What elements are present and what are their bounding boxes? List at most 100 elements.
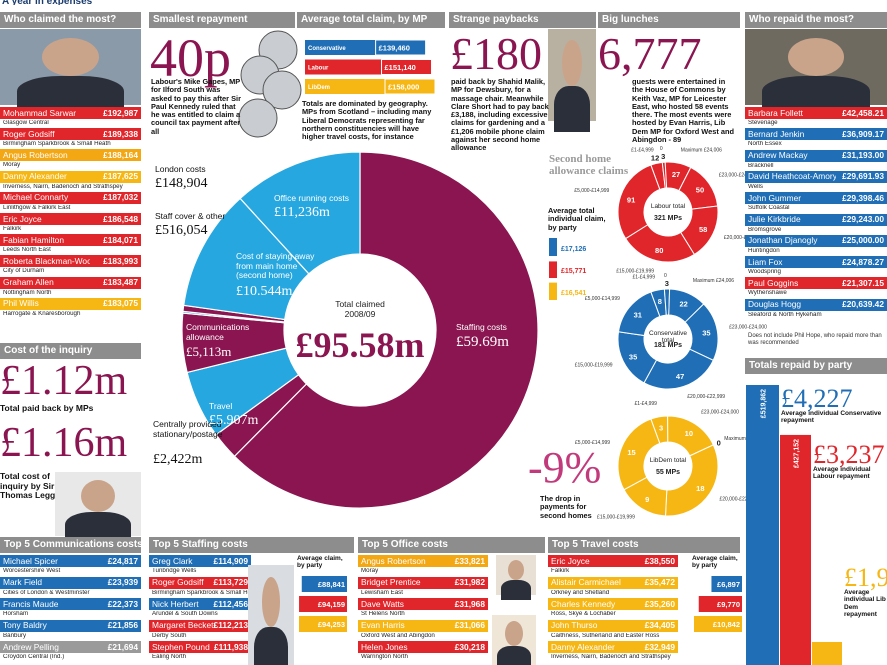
- donut-total: 181 MPs: [653, 342, 683, 349]
- pie-title: Total claimed 2008/09: [335, 299, 385, 319]
- row-name: Eric Joyce: [551, 556, 590, 566]
- bar-value: £519,862: [761, 389, 768, 418]
- slice-count: 10: [685, 429, 693, 438]
- donut-slice: [664, 444, 719, 517]
- body-text: paid back by Shahid Malik, MP for Dewsbu…: [451, 77, 549, 153]
- slice-category: £20,000-£22,999: [687, 394, 725, 400]
- row-name: Michael Spicer: [3, 556, 58, 566]
- photo-head: [787, 38, 845, 77]
- photo-head: [80, 479, 116, 512]
- slice-value: £2,422m: [153, 452, 203, 467]
- slice-count: 18: [696, 484, 704, 493]
- row-bar: [745, 107, 887, 119]
- slice-name: Staff cover & other: [155, 211, 226, 221]
- slice-count: 22: [680, 299, 688, 308]
- photo-body: [253, 627, 289, 665]
- section-header: Who repaid the most?: [745, 12, 887, 28]
- row-name: Dave Watts: [361, 599, 404, 609]
- row-bar: [0, 598, 141, 610]
- row-bar: [0, 276, 141, 289]
- row-name: Bridget Prentice: [361, 578, 421, 587]
- photo-head: [505, 621, 523, 646]
- bar: [694, 616, 742, 632]
- row-amount: £35,260: [644, 599, 675, 609]
- row-bar: [745, 298, 887, 311]
- slice-count: 35: [702, 328, 710, 337]
- row-seat: Bromsgrove: [748, 226, 782, 233]
- row-amount: £30,218: [454, 642, 485, 652]
- row-bar: [149, 576, 251, 589]
- figure: 40p: [150, 28, 231, 88]
- slice-value: £516,054: [155, 223, 208, 238]
- row-seat: Worcestershire West: [3, 568, 61, 574]
- average-text: Average individual Labour repayment: [813, 466, 871, 481]
- coin: [262, 70, 302, 110]
- row-name: Mohammad Sarwar: [3, 108, 77, 118]
- row-seat: Suffolk Coastal: [748, 205, 790, 212]
- row-bar: [745, 256, 887, 269]
- row-seat: Arundel & South Downs: [152, 611, 218, 617]
- row-name: Charles Kennedy: [551, 599, 616, 609]
- slice-category: £23,000-£24,000: [701, 410, 739, 416]
- row-name: Douglas Hogg: [748, 300, 802, 310]
- row-seat: Birmingham Sparkbrook & Small Heath: [152, 589, 251, 596]
- row-seat: Linlithgow & Falkirk East: [3, 204, 71, 211]
- donut-slice: [617, 418, 661, 491]
- row-bar: [0, 128, 141, 141]
- slice-value: £59.69m: [456, 334, 509, 350]
- slice-count: 0: [717, 438, 721, 447]
- row-name: Helen Jones: [361, 642, 408, 652]
- bar: [305, 59, 382, 75]
- row-seat: Oxford West and Abingdon: [361, 632, 435, 639]
- slice-name: Communications allowance: [186, 322, 250, 342]
- body-text: Labour's Mike Gapes, MP for Ilford South…: [151, 77, 241, 136]
- row-bar: [745, 128, 887, 141]
- drop-figure: -9%: [528, 443, 602, 492]
- row-seat: Moray: [361, 568, 379, 574]
- page-title: A year in expenses: [2, 0, 602, 5]
- average-figure: £4,227: [781, 384, 853, 413]
- row-name: Mark Field: [3, 578, 43, 587]
- slice-count: 50: [696, 186, 704, 195]
- row-amount: £32,949: [644, 642, 675, 652]
- slice-count: 91: [627, 195, 635, 204]
- slice-category: £1-£4,999: [632, 274, 655, 280]
- row-seat: Stevenage: [748, 120, 778, 126]
- row-amount: £21,856: [107, 621, 138, 630]
- photo-body: [500, 579, 532, 600]
- row-name: Bernard Jenkin: [748, 129, 805, 139]
- row-amount: £183,487: [103, 278, 138, 288]
- row-seat: Lewisham East: [361, 589, 403, 596]
- row-amount: £111,938: [213, 642, 248, 652]
- row-seat: Falkirk: [551, 568, 570, 574]
- row-amount: £188,164: [103, 150, 138, 160]
- photo-head: [261, 577, 281, 627]
- row-bar: [0, 213, 141, 225]
- row-name: Andrew Mackay: [748, 151, 808, 161]
- bar: [299, 596, 347, 612]
- bar: [301, 576, 347, 592]
- row-seat: Wells: [748, 183, 764, 190]
- slice-name: Cost of staying away from main home (sec…: [236, 251, 315, 281]
- bar-label: Conservative: [308, 46, 346, 52]
- avg-title: Average claim, by party: [692, 555, 738, 570]
- slice-count: 3: [661, 152, 665, 161]
- row-amount: £187,032: [103, 193, 138, 203]
- bar: [698, 596, 742, 612]
- slice-count: 31: [634, 310, 642, 319]
- row-bar: [149, 598, 251, 610]
- row-seat: Inverness, Nairn, Badenoch and Strathspe…: [551, 654, 671, 660]
- slice-category: £5,000-£14,999: [574, 188, 609, 194]
- bar-value: £10,842: [713, 620, 740, 629]
- row-amount: £35,472: [644, 578, 675, 587]
- average-text: Average individual Conservative repaymen…: [781, 410, 882, 425]
- row-seat: St Helens North: [361, 611, 405, 617]
- inquiry-figure: £1.12m: [0, 358, 128, 404]
- row-amount: £186,548: [103, 214, 138, 224]
- bar-value: £139,460: [379, 44, 410, 53]
- row-seat: Bracknell: [748, 162, 774, 169]
- slice-value: £5,113m: [186, 344, 232, 359]
- row-amount: £34,405: [644, 621, 675, 630]
